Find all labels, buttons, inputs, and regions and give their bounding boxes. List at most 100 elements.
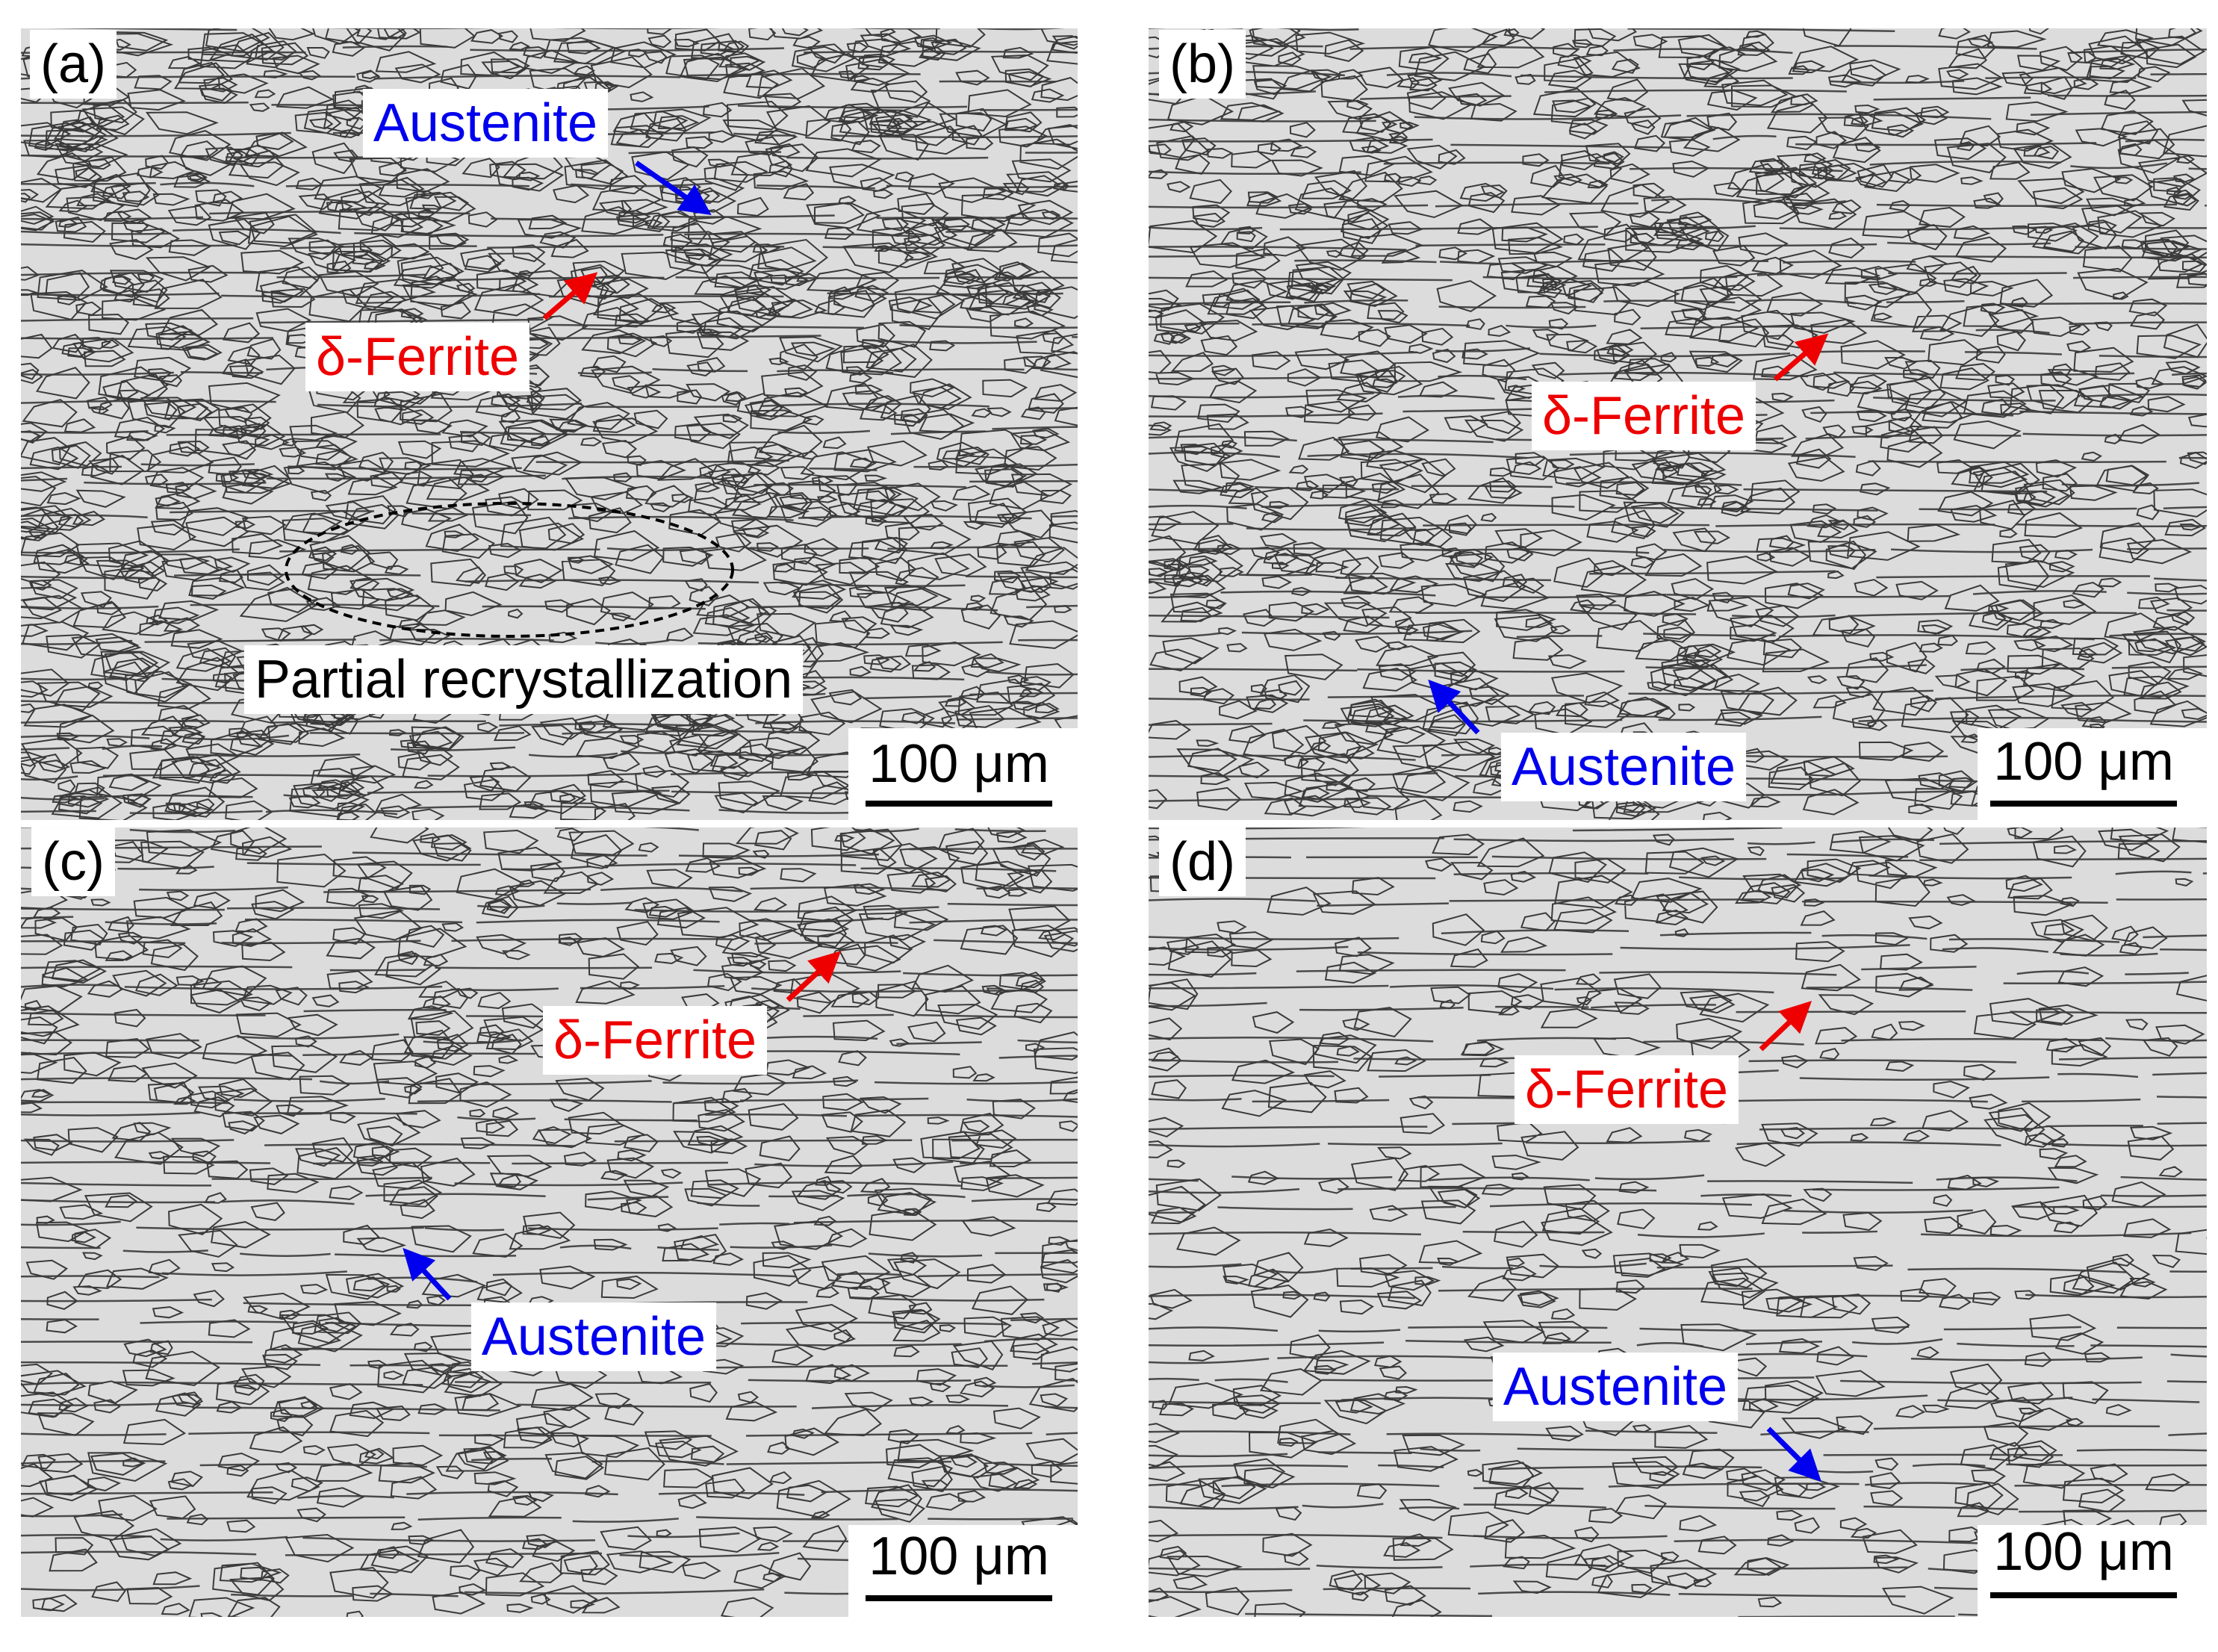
panel-label: (c) <box>42 832 105 892</box>
grain-boundary <box>21 228 1078 237</box>
annotation: δ-Ferrite <box>316 327 519 387</box>
region-outline <box>285 502 734 638</box>
grain-boundary <box>21 1457 1078 1468</box>
grain-boundary <box>1149 134 2207 149</box>
grain-boundary <box>1149 28 1895 33</box>
scale-bar-label: 100 μm <box>1993 732 2174 792</box>
grain-boundary <box>21 292 1063 298</box>
grain-boundary <box>1149 299 2207 309</box>
micrograph-background <box>21 827 1078 1617</box>
grain-boundary <box>1149 837 2207 845</box>
grain-boundary <box>1149 1140 2207 1148</box>
grain-boundary <box>1149 198 2207 209</box>
grain-boundary <box>21 827 1046 833</box>
grain-boundary <box>21 1138 1078 1147</box>
grain-boundary <box>1149 523 2207 531</box>
panel-label-box <box>30 30 117 99</box>
scale-bar-label: 100 μm <box>1993 1522 2174 1582</box>
grain-boundary <box>1245 1612 2207 1617</box>
grain-boundary <box>21 1296 1045 1307</box>
grain-boundary <box>1149 225 2207 231</box>
micrograph <box>21 827 1078 1617</box>
grain-boundary <box>1149 347 2207 358</box>
grain-boundary <box>21 573 1078 588</box>
grain-boundary <box>1149 966 2189 976</box>
grain-boundary <box>1149 1338 2207 1348</box>
grain-boundary <box>1149 241 2207 251</box>
arrow <box>403 1247 452 1301</box>
annotation-box <box>362 89 609 158</box>
annotation: Partial recrystallization <box>255 650 792 709</box>
grain-boundary <box>1149 609 2207 619</box>
arrow <box>1766 1426 1821 1482</box>
grain-boundary <box>1149 898 2207 907</box>
grain-boundary <box>21 271 1078 282</box>
grain-boundary <box>1149 1482 2207 1490</box>
annotation: Austenite <box>373 93 597 153</box>
grain-boundary <box>21 45 1078 54</box>
scale-bar-label: 100 μm <box>869 734 1049 794</box>
grain-boundary <box>1149 1503 2207 1513</box>
arrow <box>635 161 712 215</box>
annotation: δ-Ferrite <box>553 1010 757 1070</box>
annotation: Austenite <box>1512 737 1736 797</box>
grain-boundary <box>1149 1425 2207 1438</box>
grain-boundary <box>1149 827 2207 832</box>
grain-boundary <box>21 1176 1078 1187</box>
grain-boundary <box>21 243 1078 249</box>
panel-label-box <box>31 827 115 897</box>
grain-boundary <box>21 426 1078 436</box>
austenite-grains <box>1149 827 2207 1617</box>
grain-boundary <box>21 1431 1078 1437</box>
annotation: Austenite <box>1503 1357 1727 1417</box>
annotation-box <box>1492 1353 1739 1422</box>
annotation-box <box>243 645 804 715</box>
annotation: δ-Ferrite <box>1542 386 1745 446</box>
grain-boundary <box>1149 981 2207 994</box>
scale-bar-box <box>848 1525 1078 1617</box>
micrograph <box>1149 827 2207 1617</box>
grain-boundary <box>1149 1174 2207 1184</box>
grain-boundary <box>1149 664 2207 673</box>
grain-boundary <box>21 1077 1078 1086</box>
grain-boundary <box>1149 160 2207 176</box>
annotation: Austenite <box>482 1307 706 1367</box>
austenite-grains <box>1149 28 2207 820</box>
arrow <box>786 951 842 1002</box>
panel-label: (d) <box>1169 832 1235 892</box>
annotation-box <box>1514 1055 1739 1125</box>
micrograph-background <box>1149 827 2207 1617</box>
grain-boundary <box>21 1379 1075 1388</box>
panel-label-box <box>1159 827 1246 897</box>
arrow <box>1773 333 1829 382</box>
annotation: δ-Ferrite <box>1525 1060 1728 1120</box>
grain-boundary <box>21 901 1078 913</box>
panel-label-box <box>1159 30 1246 99</box>
grain-boundary <box>1149 1262 2207 1274</box>
grain-boundary <box>21 1220 1078 1232</box>
grain-boundary <box>21 1402 1078 1412</box>
scale-bar-label: 100 μm <box>869 1527 1049 1586</box>
grain-boundary <box>1149 630 2207 641</box>
panel-label: (a) <box>40 34 106 94</box>
panel-label: (b) <box>1169 34 1235 94</box>
annotation-box <box>470 1302 717 1372</box>
grain-boundary <box>21 1097 1078 1105</box>
annotation-box <box>542 1006 768 1075</box>
grain-boundary <box>21 459 1078 471</box>
grain-boundary <box>21 1513 1073 1523</box>
grain-boundary <box>21 745 1073 758</box>
grain-boundary <box>21 717 1078 727</box>
grain-boundary <box>1149 503 2207 512</box>
arrow <box>1759 1001 1812 1052</box>
arrow <box>1428 679 1480 735</box>
grain-boundary <box>21 638 1078 646</box>
annotation-box <box>1500 733 1747 802</box>
grain-boundary <box>1149 1463 2207 1474</box>
grain-boundary <box>21 1550 1078 1562</box>
grain-boundary <box>1149 1202 2207 1214</box>
grain-boundary <box>1149 944 2207 957</box>
annotation-box <box>1531 382 1756 451</box>
